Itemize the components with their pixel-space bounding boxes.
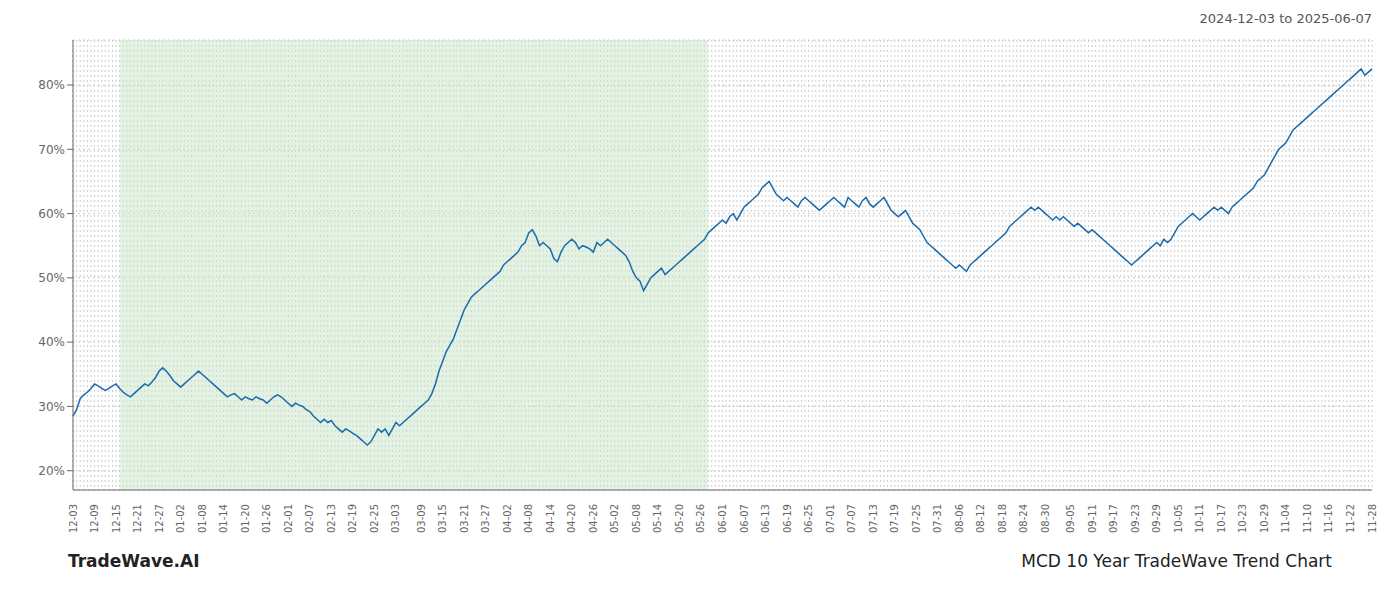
svg-text:06-13: 06-13 [760,504,771,533]
html-text:2024-12-03 to 2025-06-07: 2024-12-03 to 2025-06-07 [1199,11,1372,26]
svg-text:04-14: 04-14 [545,504,556,533]
svg-text:04-02: 04-02 [502,504,513,533]
svg-text:02-19: 02-19 [347,504,358,533]
svg-text:01-08: 01-08 [197,504,208,533]
svg-text:10-23: 10-23 [1237,504,1248,533]
svg-text:11-10: 11-10 [1302,504,1313,533]
svg-text:09-23: 09-23 [1130,504,1141,533]
svg-text:08-18: 08-18 [997,504,1008,533]
svg-text:09-17: 09-17 [1108,504,1119,533]
svg-text:05-26: 05-26 [695,504,706,533]
html-text:TradeWave.AI: TradeWave.AI [68,551,200,571]
svg-text:06-19: 06-19 [782,504,793,533]
svg-text:06-01: 06-01 [717,504,728,533]
svg-text:03-03: 03-03 [390,504,401,533]
svg-text:20%: 20% [38,464,65,478]
svg-text:01-02: 01-02 [175,504,186,533]
svg-text:12-15: 12-15 [111,504,122,533]
svg-text:07-25: 07-25 [911,504,922,533]
svg-text:10-17: 10-17 [1216,504,1227,533]
svg-text:05-08: 05-08 [631,504,642,533]
svg-text:01-20: 01-20 [240,504,251,533]
svg-text:08-12: 08-12 [975,504,986,533]
svg-text:60%: 60% [38,207,65,221]
svg-text:11-04: 11-04 [1280,504,1291,533]
svg-text:02-07: 02-07 [304,504,315,533]
svg-text:01-26: 01-26 [261,504,272,533]
svg-text:02-01: 02-01 [283,504,294,533]
svg-text:12-09: 12-09 [89,504,100,533]
svg-text:40%: 40% [38,335,65,349]
svg-text:50%: 50% [38,271,65,285]
svg-text:08-24: 08-24 [1018,504,1029,533]
svg-text:05-20: 05-20 [674,504,685,533]
svg-text:01-14: 01-14 [218,504,229,533]
svg-text:04-08: 04-08 [523,504,534,533]
svg-text:06-25: 06-25 [803,504,814,533]
svg-text:09-29: 09-29 [1151,504,1162,533]
svg-text:30%: 30% [38,400,65,414]
svg-text:08-06: 08-06 [954,504,965,533]
svg-text:07-31: 07-31 [932,504,943,533]
html-text:MCD 10 Year TradeWave Trend Ch: MCD 10 Year TradeWave Trend Chart [1021,551,1332,571]
svg-text:09-05: 09-05 [1065,504,1076,533]
svg-text:03-09: 03-09 [416,504,427,533]
svg-text:06-07: 06-07 [739,504,750,533]
svg-text:02-13: 02-13 [326,504,337,533]
svg-text:10-29: 10-29 [1259,504,1270,533]
svg-text:05-14: 05-14 [652,504,663,533]
svg-text:70%: 70% [38,143,65,157]
svg-text:05-02: 05-02 [609,504,620,533]
svg-text:10-11: 10-11 [1194,504,1205,533]
svg-text:11-16: 11-16 [1323,504,1334,533]
svg-text:04-20: 04-20 [566,504,577,533]
svg-text:07-07: 07-07 [846,504,857,533]
svg-text:03-15: 03-15 [437,504,448,533]
svg-text:12-27: 12-27 [154,504,165,533]
svg-text:07-01: 07-01 [825,504,836,533]
svg-text:02-25: 02-25 [369,504,380,533]
svg-text:12-03: 12-03 [68,504,79,533]
svg-text:03-21: 03-21 [459,504,470,533]
svg-text:07-13: 07-13 [868,504,879,533]
svg-text:03-27: 03-27 [480,504,491,533]
svg-text:04-26: 04-26 [588,504,599,533]
svg-text:12-21: 12-21 [132,504,143,533]
svg-text:10-05: 10-05 [1173,504,1184,533]
svg-text:80%: 80% [38,78,65,92]
svg-text:07-19: 07-19 [889,504,900,533]
svg-text:11-22: 11-22 [1345,504,1356,533]
svg-text:08-30: 08-30 [1040,504,1051,533]
svg-text:09-11: 09-11 [1087,504,1098,533]
svg-text:11-28: 11-28 [1367,504,1378,533]
